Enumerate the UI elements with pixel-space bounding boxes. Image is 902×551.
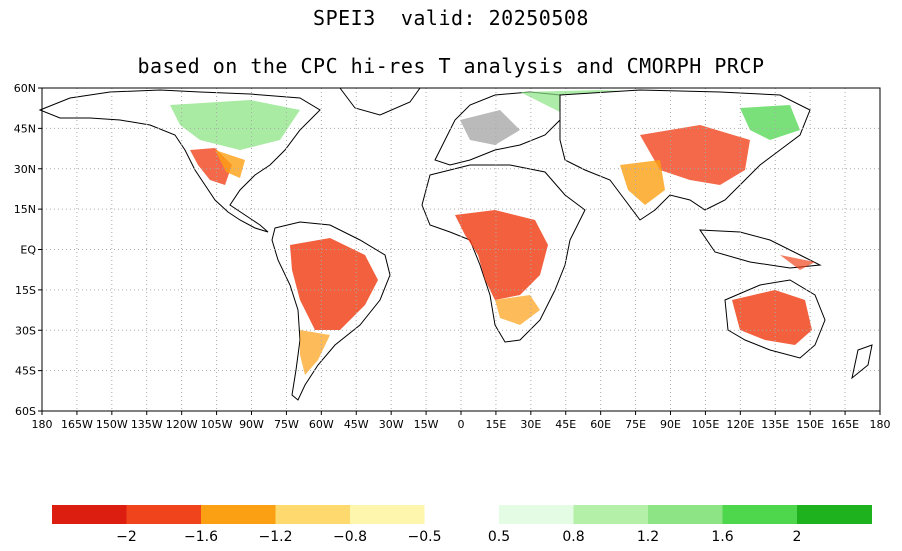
lat-label: 15S bbox=[15, 284, 36, 297]
colorbar-swatch bbox=[201, 505, 276, 524]
lat-label: EQ bbox=[20, 244, 36, 257]
lon-label: 150W bbox=[96, 418, 128, 431]
colorbar-swatch bbox=[797, 505, 872, 524]
lon-label: 0 bbox=[458, 418, 465, 431]
lon-label: 105E bbox=[691, 418, 719, 431]
lat-label: 15N bbox=[14, 203, 36, 216]
colorbar: −2 −1.6 −1.2 −0.8 −0.5 0.5 0.8 1.2 1.6 2 bbox=[52, 505, 872, 545]
colorbar-swatch bbox=[722, 505, 798, 524]
lon-label: 105W bbox=[201, 418, 233, 431]
colorbar-swatch bbox=[350, 505, 425, 524]
lon-label: 120W bbox=[166, 418, 198, 431]
map-subtitle: based on the CPC hi-res T analysis and C… bbox=[137, 54, 765, 78]
lon-label: 90W bbox=[239, 418, 264, 431]
colorbar-swatch bbox=[573, 505, 649, 524]
lon-label: 180 bbox=[870, 418, 891, 431]
colorbar-swatch bbox=[499, 505, 574, 524]
lat-label: 30S bbox=[15, 324, 36, 337]
map-title: SPEI3 valid: 20250508 bbox=[313, 6, 589, 30]
axis-labels: 180 165W 150W 135W 120W 105W 90W 75W 60W 45W 30W 15… bbox=[14, 82, 891, 431]
lon-label: 75E bbox=[625, 418, 646, 431]
colorbar-label: −2 bbox=[116, 529, 137, 545]
lon-label: 165W bbox=[61, 418, 93, 431]
colorbar-swatch bbox=[126, 505, 202, 524]
colorbar-swatch bbox=[648, 505, 723, 524]
map-frame bbox=[41, 87, 881, 412]
lon-label: 75W bbox=[274, 418, 299, 431]
colorbar-label: 0.8 bbox=[562, 529, 584, 545]
colorbar-label: −1.6 bbox=[184, 529, 218, 545]
colorbar-label: 0.5 bbox=[488, 529, 510, 545]
colorbar-label: 1.2 bbox=[637, 529, 659, 545]
colorbar-label: 2 bbox=[793, 529, 802, 545]
greenland bbox=[339, 87, 421, 116]
lon-label: 135E bbox=[761, 418, 789, 431]
lon-label: 180 bbox=[32, 418, 53, 431]
lat-label: 45N bbox=[14, 122, 36, 135]
lon-label: 150E bbox=[796, 418, 824, 431]
lat-label: 60S bbox=[15, 405, 36, 418]
lon-label: 60W bbox=[309, 418, 334, 431]
new-zealand bbox=[851, 344, 873, 380]
lat-label: 45S bbox=[15, 365, 36, 378]
lat-label: 30N bbox=[14, 163, 36, 176]
colorbar-label: −1.2 bbox=[259, 529, 293, 545]
lon-label: 30E bbox=[520, 418, 541, 431]
colorbar-label: −0.5 bbox=[408, 529, 442, 545]
lon-label: 15W bbox=[414, 418, 439, 431]
land-layer bbox=[38, 87, 873, 401]
lon-label: 15E bbox=[485, 418, 506, 431]
lon-label: 60E bbox=[590, 418, 611, 431]
lon-label: 165E bbox=[831, 418, 859, 431]
lat-label: 60N bbox=[14, 82, 36, 95]
colorbar-label: 1.6 bbox=[711, 529, 733, 545]
colorbar-label: −0.8 bbox=[333, 529, 367, 545]
lon-label: 135W bbox=[131, 418, 163, 431]
lon-label: 45W bbox=[344, 418, 369, 431]
colorbar-swatch bbox=[52, 505, 127, 524]
lon-label: 30W bbox=[379, 418, 404, 431]
colorbar-swatch bbox=[275, 505, 351, 524]
lon-label: 120E bbox=[726, 418, 754, 431]
colorbar-swatch bbox=[424, 505, 500, 524]
lon-label: 90E bbox=[660, 418, 681, 431]
lon-label: 45E bbox=[555, 418, 576, 431]
